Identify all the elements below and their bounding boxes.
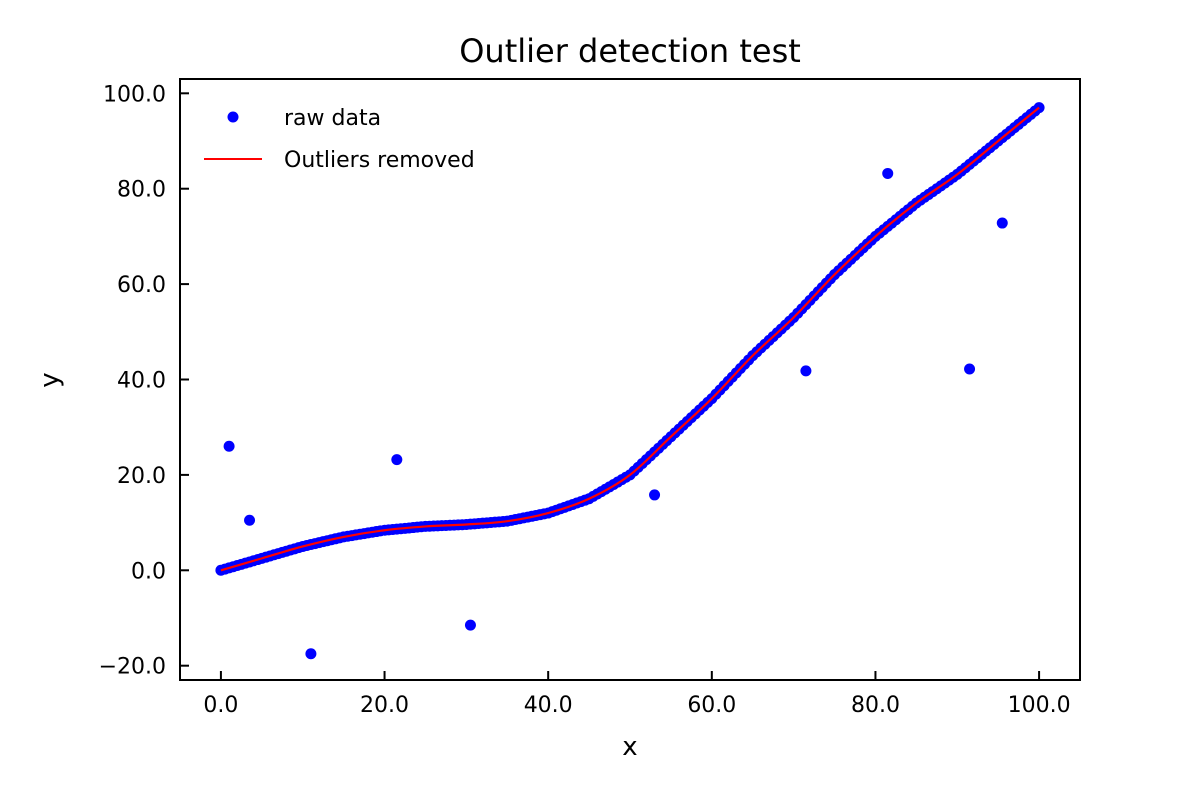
raw-data-outlier-point — [391, 454, 403, 466]
y-tick-label: 100.0 — [103, 82, 166, 107]
y-tick-label: 0.0 — [131, 559, 166, 584]
x-tick-label: 0.0 — [203, 693, 238, 718]
raw-data-outlier-point — [649, 489, 661, 501]
raw-data-outlier-point — [800, 365, 812, 377]
ticks-layer: 0.0 20.0 40.0 60.0 80.0 100.0 −20.0 0.0 20.0 40.0… — [99, 82, 1071, 718]
x-tick-label: 100.0 — [1008, 693, 1071, 718]
raw-data-outlier-point — [964, 363, 976, 375]
raw-data-outlier-point — [464, 619, 476, 631]
raw-data-outlier-point — [305, 648, 317, 660]
raw-data-outlier-point — [223, 440, 235, 452]
y-axis-label: y — [35, 372, 65, 387]
chart-title: Outlier detection test — [459, 32, 801, 70]
raw-data-outlier-point — [882, 167, 894, 179]
x-tick-label: 80.0 — [851, 693, 900, 718]
x-tick-label: 20.0 — [360, 693, 409, 718]
y-tick-label: 60.0 — [117, 273, 166, 298]
x-axis-label: x — [622, 732, 637, 762]
legend: raw data Outliers removed — [204, 106, 475, 173]
y-tick-label: 40.0 — [117, 369, 166, 394]
x-tick-label: 40.0 — [524, 693, 573, 718]
legend-label-outliers-removed: Outliers removed — [284, 148, 475, 173]
raw-data-outlier-point — [996, 217, 1008, 229]
y-tick-label: 20.0 — [117, 464, 166, 489]
plot-layer — [215, 102, 1045, 660]
y-tick-label: 80.0 — [117, 178, 166, 203]
legend-label-raw-data: raw data — [284, 106, 381, 131]
raw-data-outlier-point — [244, 514, 256, 526]
x-tick-label: 60.0 — [687, 693, 736, 718]
outliers-removed-line — [220, 106, 1040, 572]
y-tick-label: −20.0 — [99, 655, 166, 680]
legend-marker-raw-data — [227, 111, 239, 123]
